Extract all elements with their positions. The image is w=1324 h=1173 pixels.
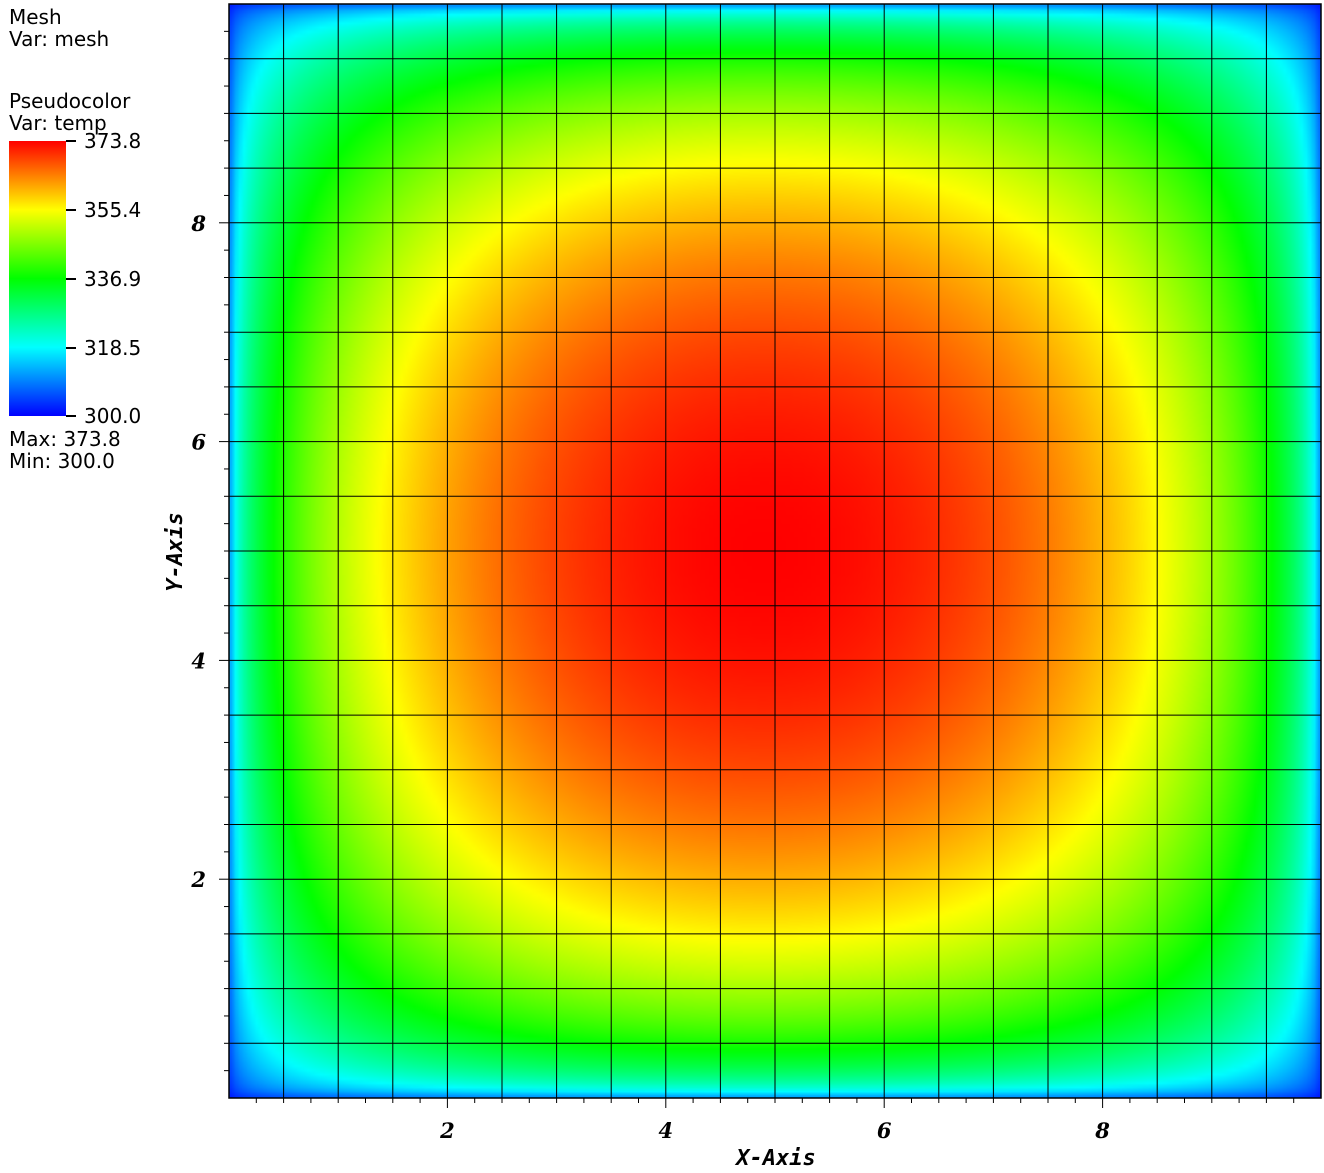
y-axis-ticks: 2 4 6 8 [190, 31, 229, 1070]
x-tick-label: 6 [877, 1118, 892, 1143]
x-tick-label: 8 [1094, 1118, 1110, 1143]
x-tick-label: 2 [439, 1118, 455, 1143]
y-tick-label: 8 [190, 211, 206, 236]
y-tick-label: 6 [191, 430, 206, 455]
x-tick-label: 4 [658, 1118, 673, 1143]
y-tick-label: 2 [190, 867, 206, 892]
y-axis-title: Y-Axis [163, 512, 188, 591]
x-axis-ticks: 2 4 6 8 [256, 1098, 1293, 1143]
mesh-grid [229, 4, 1321, 1098]
y-tick-label: 4 [191, 648, 206, 673]
x-axis-title: X-Axis [734, 1146, 815, 1171]
